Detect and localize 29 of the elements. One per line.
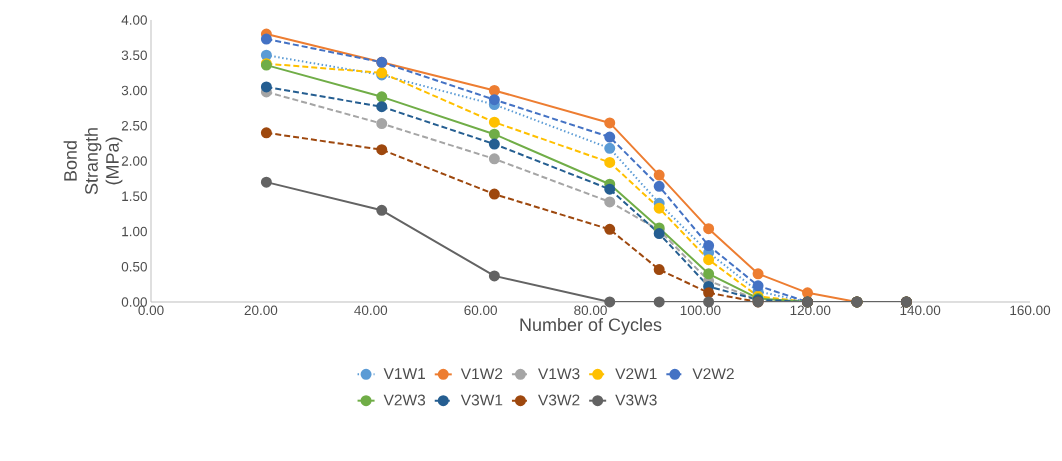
legend-label: V3W3 [615, 394, 657, 406]
legend-label: V2W2 [692, 368, 734, 380]
x-tick-label: 80.00 [574, 305, 607, 316]
y-tick-label: 3.00 [121, 85, 147, 96]
x-axis-title: Number of Cycles [520, 317, 662, 335]
y-tick-label: 3.50 [121, 50, 147, 61]
y-tick-label: 0.50 [121, 261, 147, 272]
legend-label: V2W3 [383, 394, 426, 406]
x-tick-label: 0.00 [138, 305, 164, 316]
y-tick-label: 4.00 [121, 15, 147, 25]
x-tick-label: 60.00 [464, 305, 497, 316]
x-tick-label: 20.00 [244, 305, 278, 316]
legend-label: V3W2 [538, 394, 580, 406]
legend-label: V1W3 [538, 368, 580, 380]
x-tick-label: 120.00 [790, 305, 831, 316]
x-tick-label: 160.00 [1010, 305, 1051, 316]
y-tick-label: 2.00 [121, 156, 147, 166]
y-tick-label: 0.00 [121, 297, 147, 307]
y-tick-label: 2.50 [121, 120, 147, 131]
y-tick-label: 1.00 [122, 226, 147, 237]
x-tick-label: 140.00 [900, 305, 941, 316]
y-tick-label: 1.50 [122, 191, 147, 202]
legend-label: V1W2 [460, 368, 503, 380]
legend-label: V3W1 [460, 394, 503, 406]
legend-label: V2W1 [615, 368, 657, 380]
x-tick-label: 40.00 [354, 305, 388, 316]
y-axis-title: Bond Strangth (MPa) [63, 128, 123, 195]
legend-label: V1W1 [383, 368, 425, 379]
x-tick-label: 100.00 [680, 305, 721, 316]
